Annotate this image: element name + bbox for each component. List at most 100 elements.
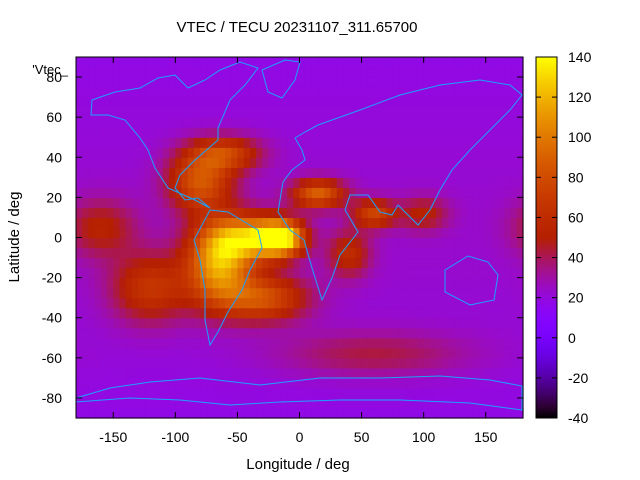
heatmap-cell	[324, 357, 332, 369]
heatmap-cell	[498, 317, 505, 329]
heatmap-cell	[330, 157, 338, 168]
heatmap-cell	[405, 97, 412, 108]
heatmap-cell	[218, 147, 226, 158]
heatmap-cell	[218, 307, 226, 319]
heatmap-cell	[225, 127, 232, 138]
heatmap-cell	[498, 157, 505, 168]
heatmap-cell	[386, 367, 394, 379]
heatmap-cell	[100, 67, 108, 78]
heatmap-cell	[380, 87, 388, 98]
heatmap-cell	[392, 187, 400, 198]
heatmap-cell	[336, 147, 344, 158]
heatmap-cell	[380, 197, 388, 209]
heatmap-cell	[374, 387, 381, 399]
heatmap-cell	[504, 127, 512, 138]
y-tick-label: 20	[46, 189, 62, 205]
heatmap-cell	[175, 377, 183, 389]
heatmap-cell	[392, 297, 400, 309]
heatmap-cell	[429, 347, 437, 359]
heatmap-cell	[467, 97, 474, 108]
heatmap-cell	[510, 197, 518, 209]
heatmap-cell	[380, 307, 388, 319]
heatmap-cell	[249, 217, 257, 229]
heatmap-cell	[411, 97, 419, 108]
heatmap-cell	[88, 247, 96, 259]
heatmap-cell	[473, 57, 481, 68]
heatmap-cell	[100, 367, 108, 379]
heatmap-cell	[467, 157, 474, 168]
heatmap-cell	[417, 217, 425, 229]
heatmap-cell	[274, 347, 282, 359]
heatmap-cell	[150, 87, 158, 98]
heatmap-cell	[342, 287, 350, 299]
heatmap-cell	[243, 177, 251, 188]
heatmap-cell	[287, 97, 294, 108]
heatmap-cell	[206, 367, 214, 379]
heatmap-cell	[169, 107, 176, 118]
heatmap-cell	[107, 87, 114, 98]
heatmap-cell	[218, 267, 226, 279]
heatmap-cell	[454, 57, 462, 68]
heatmap-cell	[442, 237, 450, 249]
heatmap-cell	[392, 307, 400, 319]
heatmap-cell	[125, 227, 133, 239]
heatmap-cell	[268, 407, 276, 419]
heatmap-cell	[243, 287, 251, 299]
heatmap-cell	[311, 367, 319, 379]
heatmap-cell	[305, 87, 313, 98]
heatmap-cell	[162, 397, 170, 409]
heatmap-cell	[287, 237, 294, 249]
heatmap-cell	[349, 87, 356, 98]
heatmap-cell	[386, 57, 394, 68]
heatmap-cell	[330, 87, 338, 98]
heatmap-cell	[169, 67, 176, 78]
heatmap-cell	[342, 257, 350, 269]
heatmap-cell	[485, 107, 493, 118]
heatmap-cell	[138, 167, 145, 178]
heatmap-cell	[131, 167, 139, 178]
heatmap-cell	[274, 317, 282, 329]
heatmap-cell	[374, 397, 381, 409]
heatmap-cell	[423, 227, 431, 239]
heatmap-cell	[88, 347, 96, 359]
heatmap-cell	[119, 217, 127, 229]
heatmap-cell	[187, 327, 195, 339]
heatmap-cell	[498, 117, 505, 128]
heatmap-cell	[249, 407, 257, 419]
heatmap-cell	[411, 407, 419, 419]
heatmap-cell	[150, 397, 158, 409]
heatmap-cell	[305, 367, 313, 379]
heatmap-cell	[94, 357, 102, 369]
heatmap-cell	[324, 347, 332, 359]
heatmap-cell	[498, 107, 505, 118]
heatmap-cell	[349, 247, 356, 259]
heatmap-cell	[169, 367, 176, 379]
heatmap-cell	[423, 97, 431, 108]
heatmap-cell	[392, 357, 400, 369]
heatmap-cell	[504, 287, 512, 299]
heatmap-cell	[460, 207, 468, 219]
heatmap-cell	[324, 377, 332, 389]
heatmap-cell	[268, 277, 276, 289]
heatmap-cell	[510, 307, 518, 319]
heatmap-cell	[82, 347, 90, 359]
heatmap-cell	[467, 177, 474, 188]
heatmap-cell	[510, 227, 518, 239]
heatmap-cell	[100, 347, 108, 359]
heatmap-cell	[398, 237, 406, 249]
heatmap-cell	[82, 127, 90, 138]
heatmap-cell	[516, 107, 524, 118]
heatmap-cell	[318, 357, 325, 369]
heatmap-cell	[311, 287, 319, 299]
heatmap-cell	[249, 377, 257, 389]
heatmap-cell	[175, 127, 183, 138]
heatmap-cell	[423, 237, 431, 249]
heatmap-cell	[349, 197, 356, 209]
heatmap-cell	[268, 297, 276, 309]
heatmap-cell	[225, 237, 232, 249]
heatmap-cell	[342, 367, 350, 379]
heatmap-cell	[311, 277, 319, 289]
heatmap-cell	[156, 57, 164, 68]
heatmap-cell	[398, 367, 406, 379]
heatmap-cell	[131, 367, 139, 379]
